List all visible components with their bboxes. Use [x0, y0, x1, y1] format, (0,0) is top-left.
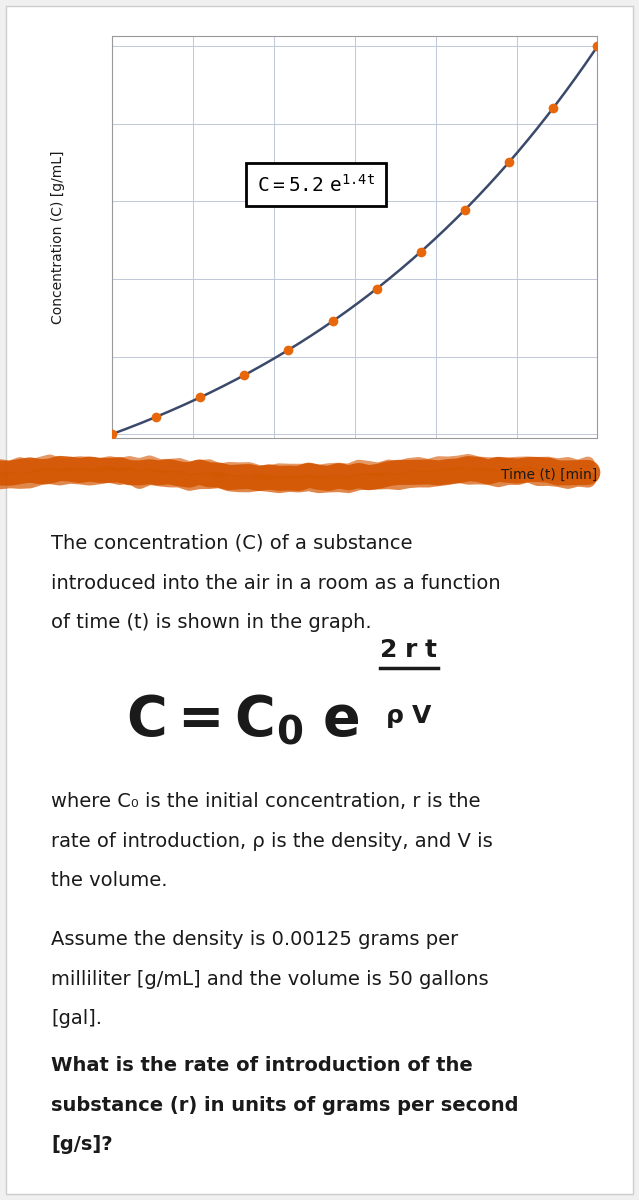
- Text: Time (t) [min]: Time (t) [min]: [501, 468, 597, 482]
- Text: rate of introduction, ρ is the density, and V is: rate of introduction, ρ is the density, …: [51, 832, 493, 851]
- Text: $\mathbf{C = C_0\ e}$: $\mathbf{C = C_0\ e}$: [126, 692, 360, 748]
- Text: of time (t) is shown in the graph.: of time (t) is shown in the graph.: [51, 613, 372, 632]
- Text: $\mathbf{\rho\ V}$: $\mathbf{\rho\ V}$: [385, 703, 433, 730]
- Text: milliliter [g/mL] and the volume is 50 gallons: milliliter [g/mL] and the volume is 50 g…: [51, 970, 489, 989]
- Text: substance (r) in units of grams per second: substance (r) in units of grams per seco…: [51, 1096, 519, 1115]
- Text: Assume the density is 0.00125 grams per: Assume the density is 0.00125 grams per: [51, 930, 458, 949]
- Text: [g/s]?: [g/s]?: [51, 1135, 112, 1154]
- Text: where C₀ is the initial concentration, r is the: where C₀ is the initial concentration, r…: [51, 792, 481, 811]
- Text: $\mathtt{C = 5.2\ e}$$^{\mathtt{1.4t}}$: $\mathtt{C = 5.2\ e}$$^{\mathtt{1.4t}}$: [257, 174, 375, 196]
- Text: What is the rate of introduction of the: What is the rate of introduction of the: [51, 1056, 473, 1075]
- Text: The concentration (C) of a substance: The concentration (C) of a substance: [51, 534, 413, 553]
- Text: $\mathbf{2\ r\ t}$: $\mathbf{2\ r\ t}$: [380, 638, 438, 662]
- Text: introduced into the air in a room as a function: introduced into the air in a room as a f…: [51, 574, 501, 593]
- Text: Concentration (C) [g/mL]: Concentration (C) [g/mL]: [50, 150, 65, 324]
- FancyBboxPatch shape: [6, 6, 633, 1194]
- Text: [gal].: [gal].: [51, 1009, 102, 1028]
- Text: the volume.: the volume.: [51, 871, 167, 890]
